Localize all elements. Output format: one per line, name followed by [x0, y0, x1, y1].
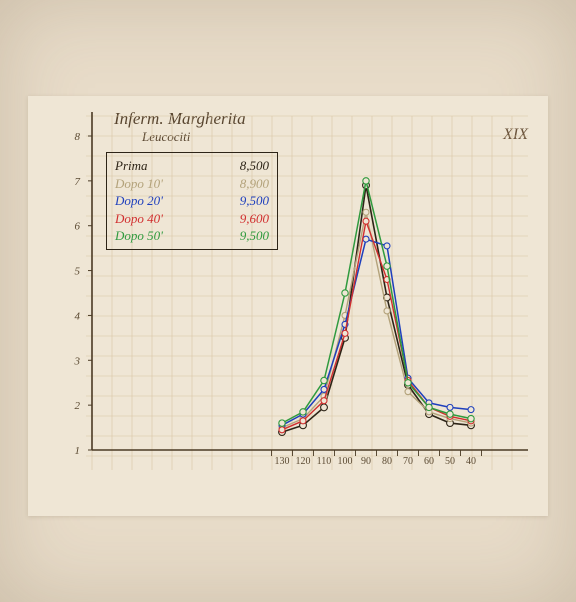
series-marker	[426, 404, 432, 410]
svg-text:3: 3	[74, 355, 81, 367]
series-layer	[279, 178, 475, 436]
legend-row: Dopo 10' 8,900	[115, 175, 269, 193]
series-marker	[321, 404, 328, 411]
graph-paper-sheet: XIX Inferm. Margherita Leucociti 1234567…	[28, 96, 548, 516]
legend-value: 9,500	[240, 192, 269, 210]
legend-row: Dopo 40' 9,600	[115, 210, 269, 228]
series-marker	[363, 218, 369, 224]
legend-value: 8,500	[240, 157, 269, 175]
svg-text:4: 4	[75, 310, 81, 322]
legend-row: Dopo 20' 9,500	[115, 192, 269, 210]
series-line	[282, 221, 471, 430]
series-line	[282, 239, 471, 425]
svg-text:70: 70	[403, 456, 413, 467]
series-marker	[342, 330, 348, 336]
page-background: XIX Inferm. Margherita Leucociti 1234567…	[0, 0, 576, 602]
svg-text:110: 110	[317, 456, 332, 467]
svg-text:60: 60	[424, 456, 434, 467]
svg-text:5: 5	[75, 266, 81, 278]
series-marker	[447, 411, 453, 417]
legend-value: 9,500	[240, 227, 269, 245]
series-marker	[468, 415, 474, 421]
series-marker	[321, 377, 327, 383]
series-marker	[384, 263, 390, 269]
series-marker	[279, 420, 285, 426]
svg-text:120: 120	[296, 456, 311, 467]
legend-value: 8,900	[240, 175, 269, 193]
series-marker	[405, 389, 411, 395]
series-marker	[363, 236, 369, 242]
legend-label: Dopo 40'	[115, 210, 163, 228]
svg-text:6: 6	[75, 221, 81, 233]
y-tick-labels: 1 2 3 4 5 6 7 8	[74, 131, 81, 457]
series-line	[282, 181, 471, 423]
series-marker	[321, 398, 327, 404]
legend-label: Dopo 20'	[115, 192, 163, 210]
series-marker	[279, 427, 285, 433]
series-marker	[405, 380, 411, 386]
series-marker	[342, 290, 348, 296]
svg-text:2: 2	[75, 400, 81, 412]
series-marker	[300, 409, 306, 415]
series-marker	[468, 407, 474, 413]
svg-text:1: 1	[75, 445, 81, 457]
svg-text:80: 80	[382, 456, 392, 467]
series-marker	[300, 418, 306, 424]
legend-label: Prima	[115, 157, 148, 175]
svg-text:7: 7	[75, 176, 81, 188]
svg-text:100: 100	[338, 456, 353, 467]
legend-box: Prima8,500Dopo 10'8,900Dopo 20'9,500Dopo…	[106, 152, 278, 250]
svg-text:130: 130	[275, 456, 290, 467]
legend-row: Dopo 50' 9,500	[115, 227, 269, 245]
svg-text:90: 90	[361, 456, 371, 467]
series-marker	[363, 209, 369, 215]
legend-row: Prima 8,500	[115, 157, 269, 175]
series-marker	[447, 404, 453, 410]
legend-value: 9,600	[240, 210, 269, 228]
svg-text:50: 50	[445, 456, 455, 467]
x-tick-labels: 130 120 110 100 90 80 70 60 50 40	[275, 456, 477, 467]
legend-label: Dopo 10'	[115, 175, 163, 193]
svg-text:8: 8	[75, 131, 81, 143]
svg-text:40: 40	[466, 456, 476, 467]
series-marker	[384, 243, 390, 249]
series-marker	[384, 308, 390, 314]
series-marker	[321, 386, 327, 392]
series-marker	[363, 178, 369, 184]
legend-label: Dopo 50'	[115, 227, 163, 245]
